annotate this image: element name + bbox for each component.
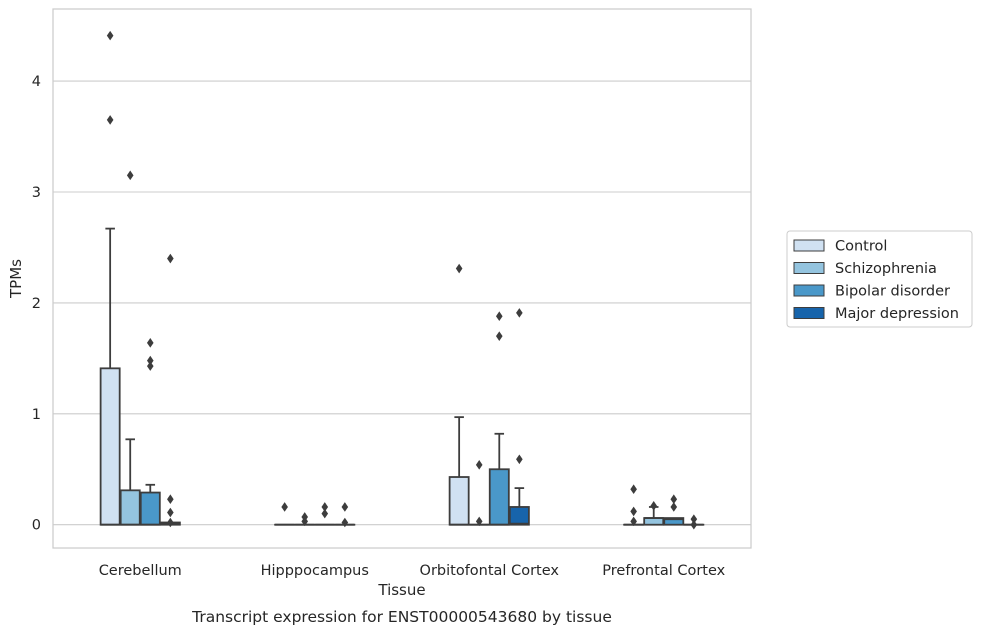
box-iqr [448, 476, 470, 526]
legend-label: Bipolar disorder [835, 284, 950, 300]
legend-swatch [793, 239, 825, 252]
outlier-point [146, 361, 154, 371]
x-tick-label: Orbitofontal Cortex [420, 563, 560, 579]
legend-label: Major depression [835, 306, 959, 322]
outlier-point [167, 517, 174, 528]
outlier-point [167, 494, 174, 505]
box-major-depression [508, 308, 530, 526]
outlier-point [516, 454, 523, 465]
box-iqr [139, 491, 161, 526]
box-iqr [508, 506, 530, 526]
outlier-point [475, 516, 483, 527]
outlier-point [455, 263, 463, 274]
outlier-point [146, 355, 154, 366]
box-control [623, 484, 645, 527]
outlier-point [516, 308, 523, 318]
box-schizophrenia [119, 170, 141, 526]
box-iqr [99, 367, 121, 526]
y-tick-label: 1 [32, 407, 41, 423]
legend-swatch [793, 262, 825, 274]
box-schizophrenia [468, 460, 490, 527]
x-tick-label: Hipppocampus [261, 563, 369, 579]
outlier-point [670, 494, 678, 505]
outlier-point [630, 516, 637, 527]
outlier-point [630, 484, 637, 495]
plot-area [52, 8, 752, 549]
box-iqr [643, 517, 665, 526]
outlier-point [690, 514, 698, 524]
box-schizophrenia [643, 501, 665, 526]
y-tick-label: 2 [32, 296, 41, 312]
legend-frame [786, 230, 973, 328]
outlier-point [690, 519, 698, 530]
outlier-point [167, 253, 174, 264]
outlier-point [495, 331, 503, 341]
box-major-depression [159, 253, 181, 528]
outlier-point [495, 311, 503, 322]
chart-caption: Transcript expression for ENST0000054368… [191, 608, 612, 626]
box-groups [99, 30, 705, 530]
outlier-point [475, 460, 483, 470]
outlier-point [281, 502, 288, 512]
legend-swatch [793, 307, 825, 319]
box-iqr [119, 489, 141, 526]
box-iqr [663, 517, 685, 526]
y-tick-label: 3 [32, 185, 41, 201]
box-bipolar-disorder [139, 338, 161, 526]
legend-label: Control [835, 239, 887, 255]
y-tick-label: 4 [32, 74, 41, 90]
outlier-point [126, 170, 134, 181]
box-control [274, 502, 296, 526]
outlier-point [106, 115, 114, 125]
x-tick-label: Prefrontal Cortex [602, 563, 725, 579]
box-bipolar-disorder [488, 311, 510, 526]
legend-swatch [793, 284, 825, 297]
outlier-point [341, 502, 349, 512]
box-bipolar-disorder [314, 502, 336, 526]
outlier-point [321, 502, 329, 512]
legend: Control Schizophrenia Bipolar disorder Majo… [786, 230, 973, 328]
legend-label: Schizophrenia [835, 261, 937, 277]
y-tick-label: 0 [32, 518, 41, 534]
x-axis-label: Tissue [377, 581, 425, 599]
outlier-point [341, 517, 349, 528]
gridlines [53, 80, 751, 526]
box-control [448, 263, 470, 526]
box-control [99, 30, 121, 526]
outlier-point [146, 338, 154, 348]
outlier-point [167, 507, 174, 518]
box-major-depression [334, 502, 356, 528]
outlier-point [106, 30, 114, 41]
outlier-point [670, 502, 678, 512]
y-tick-labels: 0 1 2 3 4 [32, 74, 41, 534]
y-axis-label: TPMs [7, 259, 25, 299]
box-iqr [488, 468, 510, 526]
outlier-point [650, 501, 658, 511]
box-major-depression [683, 514, 705, 530]
outlier-point [301, 516, 309, 527]
x-tick-label: Cerebellum [99, 563, 182, 579]
outlier-point [321, 508, 329, 519]
x-tick-labels: Cerebellum Hipppocampus Orbitofontal Corte… [99, 563, 726, 579]
outlier-point [630, 506, 637, 517]
box-bipolar-disorder [663, 494, 685, 526]
box-schizophrenia [294, 512, 316, 527]
